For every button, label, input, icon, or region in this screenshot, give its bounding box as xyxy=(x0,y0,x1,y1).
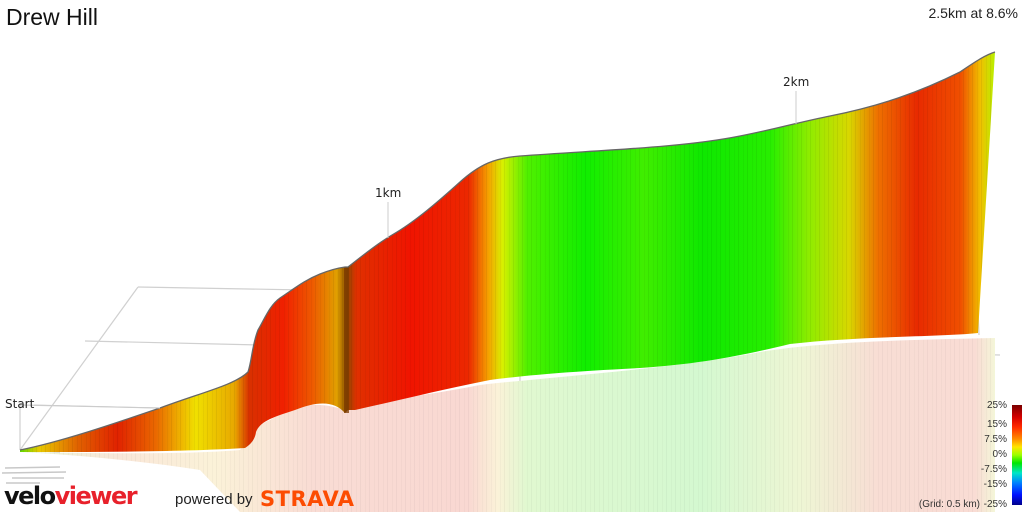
legend-label: 0% xyxy=(992,449,1007,460)
legend-label: 15% xyxy=(986,419,1007,430)
marker-2km: 2km xyxy=(783,75,809,124)
veloviewer-logo[interactable]: veloviewer xyxy=(4,482,138,510)
marker-start: Start xyxy=(5,397,161,411)
profile-top-edge xyxy=(19,51,996,451)
svg-text:2km: 2km xyxy=(783,75,809,89)
legend-label: 7.5% xyxy=(984,434,1007,445)
svg-text:1km: 1km xyxy=(375,186,401,200)
legend-label: -7.5% xyxy=(980,464,1007,475)
svg-text:Start: Start xyxy=(5,397,35,411)
gradient-legend: 25% 15% 7.5% 0% -7.5% -15% -25% xyxy=(900,400,1024,512)
strava-logo[interactable]: STRAVA xyxy=(260,487,355,511)
grid-note: (Grid: 0.5 km) xyxy=(918,499,980,510)
speed-lines-icon xyxy=(1,466,67,484)
segment-title: Drew Hill xyxy=(6,4,98,30)
segment-summary: 2.5km at 8.6% xyxy=(928,5,1019,21)
legend-label: -25% xyxy=(983,499,1007,510)
marker-1km: 1km xyxy=(375,186,401,238)
gradient-color-bar xyxy=(1012,405,1022,505)
powered-by-text: powered by xyxy=(175,491,253,508)
legend-label: 25% xyxy=(986,400,1007,411)
legend-label: -15% xyxy=(983,479,1007,490)
